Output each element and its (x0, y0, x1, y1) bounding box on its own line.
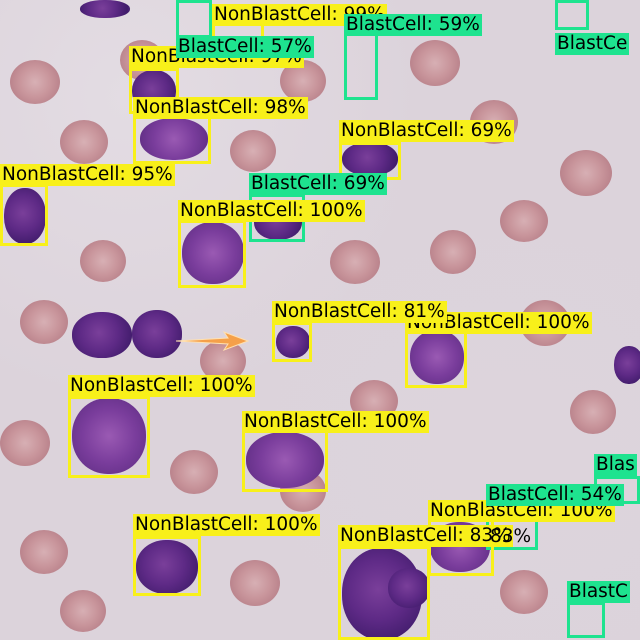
white-blood-cell (72, 398, 146, 474)
red-blood-cell (80, 240, 126, 282)
detection-label: BlastCe (555, 33, 630, 55)
detection-label: NonBlastCell: 100% (133, 514, 320, 536)
pointer-arrow-icon (175, 330, 250, 352)
detection-box-blast (344, 30, 378, 100)
detection-box-blast (567, 602, 605, 638)
detection-label: NonBlastCell: 99% (212, 4, 387, 26)
detection-box-nonblast (0, 184, 48, 246)
detection-box-nonblast (178, 220, 246, 288)
white-blood-cell (182, 222, 244, 284)
detection-label: BlastCell: 69% (249, 173, 387, 195)
red-blood-cell (330, 240, 380, 284)
red-blood-cell (20, 530, 68, 574)
red-blood-cell (500, 200, 548, 242)
white-blood-cell (388, 568, 430, 608)
white-blood-cell (410, 330, 464, 384)
white-blood-cell (276, 326, 310, 358)
detection-label: BlastCell: 59% (344, 14, 482, 36)
white-blood-cell (342, 142, 398, 176)
red-blood-cell (20, 300, 68, 344)
detection-label: Blas (594, 454, 637, 476)
white-blood-cell (4, 188, 46, 244)
detection-box-nonblast (338, 546, 430, 640)
red-blood-cell (410, 40, 460, 86)
detection-box-nonblast (272, 322, 312, 362)
red-blood-cell (230, 130, 276, 172)
detection-label: BlastCell: 54% (486, 484, 624, 506)
red-blood-cell (170, 450, 218, 494)
detection-label: BlastC (567, 581, 630, 603)
red-blood-cell (560, 150, 612, 196)
white-blood-cell (72, 312, 132, 358)
detection-label: NonBlastCell: 69% (339, 120, 514, 142)
detection-label: 83% (490, 526, 532, 547)
detection-label: NonBlastCell: 83% (338, 525, 513, 547)
white-blood-cell (80, 0, 130, 18)
detection-label: NonBlastCell: 100% (68, 375, 255, 397)
detection-box-nonblast (242, 430, 328, 492)
white-blood-cell (132, 310, 182, 358)
detection-label: NonBlastCell: 98% (133, 97, 308, 119)
white-blood-cell (140, 118, 208, 160)
red-blood-cell (60, 120, 108, 164)
red-blood-cell (10, 60, 60, 104)
red-blood-cell (230, 560, 280, 606)
detection-label: NonBlastCell: 100% (405, 312, 592, 334)
detection-box-nonblast (405, 326, 467, 388)
detection-label: NonBlastCell: 81% (272, 301, 447, 323)
detection-label: BlastCell: 57% (176, 36, 314, 58)
red-blood-cell (570, 390, 616, 434)
red-blood-cell (430, 230, 476, 274)
detection-label: NonBlastCell: 100% (242, 411, 429, 433)
detection-box-blast (555, 0, 589, 30)
red-blood-cell (500, 570, 548, 614)
detection-box-nonblast (68, 396, 150, 478)
detection-box-blast (176, 0, 212, 38)
detection-label: NonBlastCell: 100% (178, 200, 365, 222)
detection-box-nonblast (133, 116, 211, 164)
white-blood-cell (246, 432, 324, 488)
detection-label: NonBlastCell: 95% (0, 164, 175, 186)
white-blood-cell (614, 346, 640, 384)
red-blood-cell (0, 420, 50, 466)
white-blood-cell (136, 540, 198, 594)
red-blood-cell (60, 590, 106, 632)
detection-box-nonblast (133, 536, 201, 596)
